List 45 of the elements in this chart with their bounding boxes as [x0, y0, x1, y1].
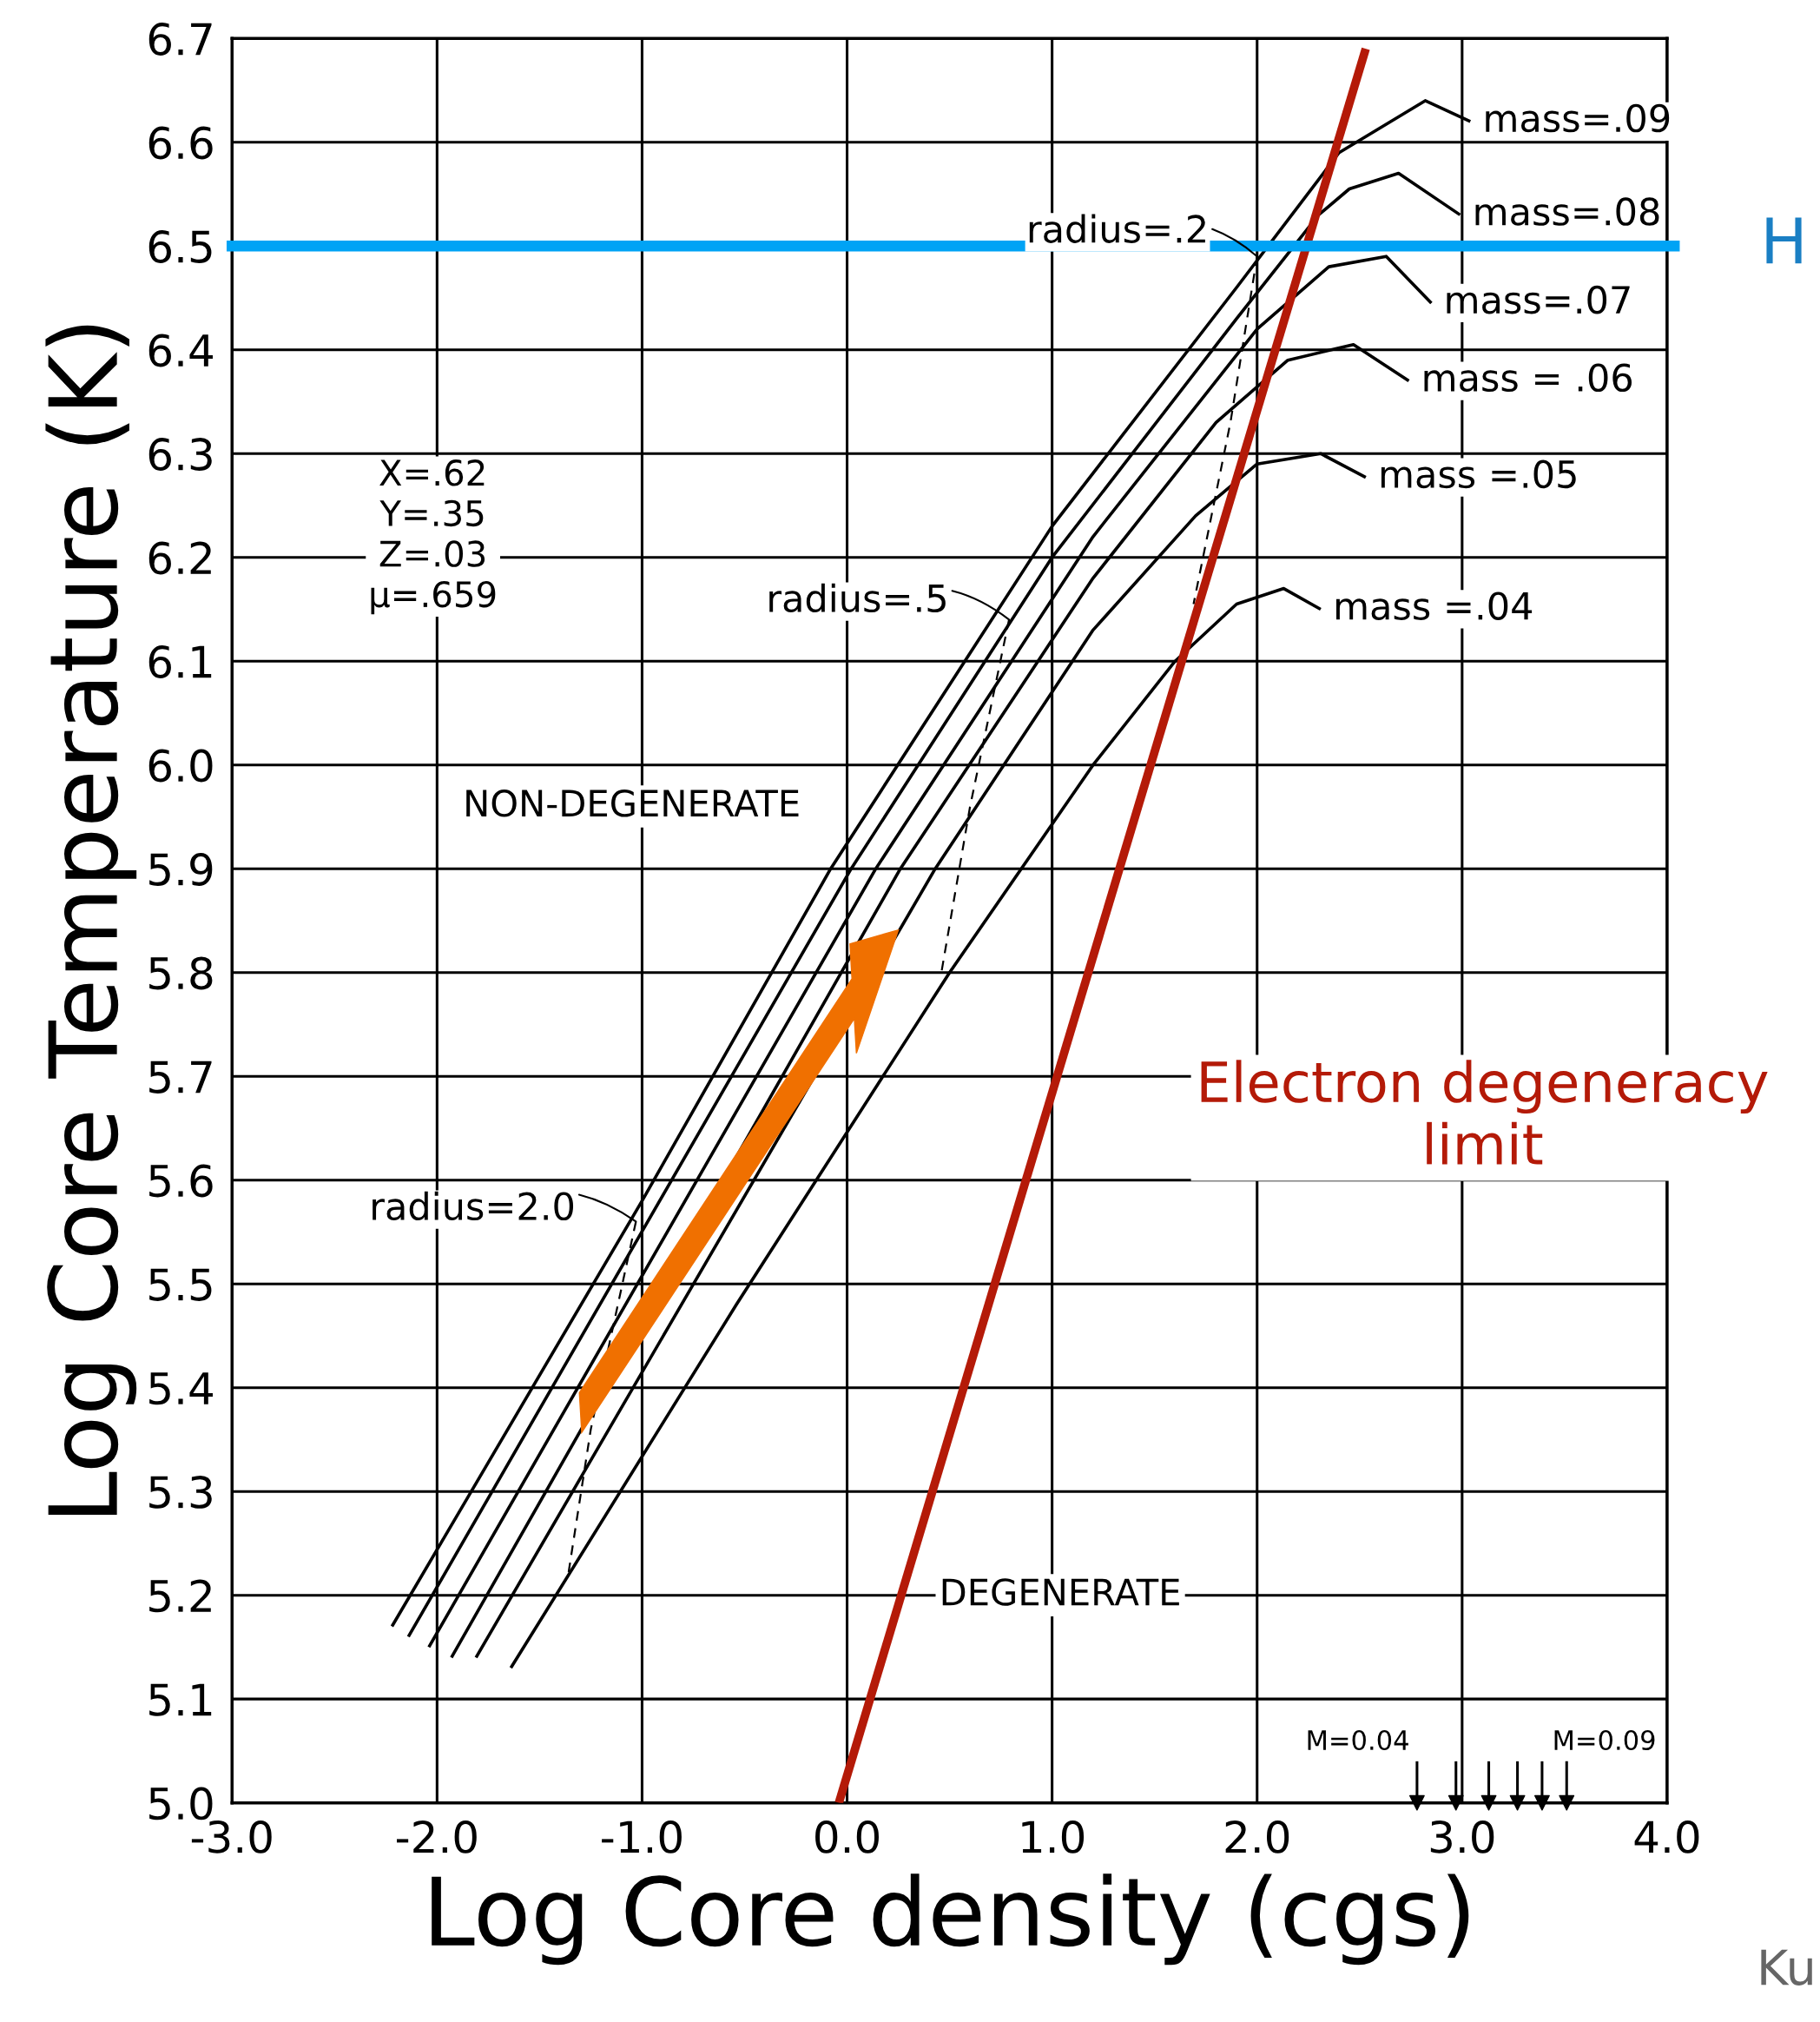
- y-tick-label: 5.0: [149, 1787, 213, 1820]
- series-label: mass =.05: [1381, 459, 1576, 489]
- y-tick-label: 5.4: [149, 1372, 213, 1405]
- y-tick-label: 6.3: [148, 438, 212, 471]
- annotation: Electron degeneracy limit: [1201, 1060, 1768, 1165]
- annotation: radius=.5: [769, 583, 946, 613]
- x-axis-title: Log Core density (cgs): [432, 1873, 1469, 1966]
- ref-line-label: H: [1766, 217, 1802, 264]
- y-tick-label: 5.9: [149, 853, 213, 886]
- y-tick-label: 5.3: [149, 1476, 212, 1509]
- x-tick-label: -3.0: [191, 1820, 272, 1854]
- y-tick-label: 6.5: [148, 230, 212, 263]
- annotation: radius=.2: [1029, 214, 1205, 243]
- annotation: M=0.09: [1554, 1729, 1655, 1751]
- x-tick-label: -2.0: [397, 1820, 477, 1854]
- y-tick-label: 6.7: [148, 23, 212, 56]
- x-tick-label: 2.0: [1225, 1820, 1289, 1854]
- y-tick-label: 5.5: [149, 1268, 212, 1301]
- y-tick-label: 6.0: [148, 749, 213, 783]
- x-tick-label: 4.0: [1634, 1820, 1699, 1854]
- x-tick-label: 3.0: [1430, 1820, 1494, 1854]
- x-tick-label: 1.0: [1022, 1820, 1085, 1854]
- y-tick-label: 6.4: [148, 334, 213, 367]
- y-axis-title: Log Core Temperature (K): [45, 325, 137, 1515]
- y-tick-label: 5.2: [149, 1579, 211, 1613]
- x-tick-label: 0.0: [815, 1820, 879, 1854]
- annotation: radius=2.0: [373, 1191, 574, 1221]
- annotation: NON-DEGENERATE: [466, 790, 799, 817]
- annotation: M=0.04: [1308, 1729, 1408, 1751]
- y-tick-label: 5.6: [149, 1164, 213, 1198]
- annotation: DEGENERATE: [942, 1578, 1179, 1606]
- series-label: mass =.04: [1336, 591, 1533, 620]
- series-label: mass=.09: [1486, 103, 1670, 133]
- y-tick-label: 6.6: [148, 126, 213, 160]
- series-label: mass = .06: [1424, 363, 1632, 393]
- series-label: mass=.08: [1475, 197, 1659, 226]
- x-tick-label: -1.0: [602, 1820, 682, 1854]
- y-tick-label: 5.8: [149, 956, 213, 990]
- series-label: mass=.07: [1447, 285, 1630, 314]
- y-tick-label: 6.2: [148, 541, 211, 575]
- annotation: X=.62 Y=.35 Z=.03 μ=.659: [371, 459, 496, 615]
- text: Ku: [1761, 1949, 1812, 1986]
- y-tick-label: 5.1: [149, 1683, 212, 1716]
- y-tick-label: 6.1: [148, 645, 212, 678]
- y-tick-label: 5.7: [149, 1061, 212, 1094]
